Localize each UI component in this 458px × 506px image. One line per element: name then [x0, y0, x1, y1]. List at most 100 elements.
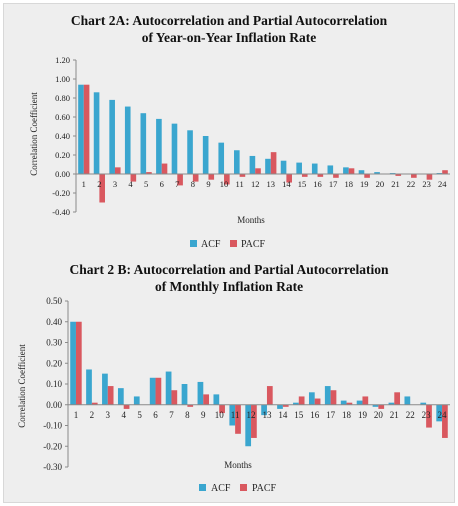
y-tick-label: -0.20 [52, 188, 70, 198]
x-tick-label: 11 [236, 179, 244, 189]
bar-acf-5 [140, 113, 147, 174]
bar-acf-24 [436, 404, 443, 422]
bar-acf-10 [213, 394, 220, 405]
bar-acf-3 [109, 99, 115, 174]
chart-panel: Chart 2A: Autocorrelation and Partial Au… [3, 3, 455, 503]
y-tick-label: 0.30 [46, 338, 62, 348]
chart-b-legend-pacf-swatch [240, 484, 247, 491]
bar-acf-21 [388, 402, 395, 405]
bar-pacf-9 [208, 174, 215, 180]
bar-pacf-1 [83, 84, 90, 174]
y-tick-label: 0.60 [55, 112, 70, 122]
x-tick-label: 9 [206, 179, 210, 189]
y-tick-label: -0.40 [52, 207, 70, 217]
chart-b-plot: 0.50 0.40 0.30 0.20 0.10 0.00 -0.10 -0.20 -0.30 1… [43, 296, 450, 472]
bar-pacf-4 [123, 404, 130, 409]
bar-acf-22 [404, 396, 411, 405]
chart-a-ylabel: Correlation Coefficient [29, 92, 39, 176]
bar-pacf-6 [155, 377, 162, 405]
x-tick-label: 5 [137, 410, 142, 420]
bar-pacf-22 [411, 174, 417, 178]
y-tick-label: -0.20 [43, 441, 62, 451]
y-tick-label: 0.80 [55, 93, 70, 103]
chart-b-legend-acf-swatch [199, 484, 206, 491]
chart-a-legend-acf-label: ACF [201, 239, 221, 250]
bar-acf-2 [86, 369, 92, 405]
x-tick-label: 1 [82, 179, 86, 189]
bar-pacf-18 [348, 168, 355, 174]
x-tick-label: 3 [106, 410, 111, 420]
x-tick-label: 21 [391, 179, 400, 189]
x-tick-label: 15 [298, 179, 307, 189]
x-tick-label: 4 [128, 179, 133, 189]
chart-a-legend: ACF PACF [190, 239, 266, 250]
y-tick-label: 0.40 [55, 131, 70, 141]
x-tick-label: 10 [215, 410, 225, 420]
x-tick-label: 8 [185, 410, 190, 420]
bar-pacf-17 [330, 390, 337, 405]
x-tick-label: 13 [267, 179, 276, 189]
x-tick-label: 8 [191, 179, 195, 189]
bar-acf-16 [308, 392, 315, 405]
chart-b-xlabel: Months [224, 460, 252, 470]
chart-a-xlabel: Months [237, 215, 265, 225]
chart-a-legend-pacf-label: PACF [241, 239, 266, 250]
bar-pacf-10 [224, 174, 230, 185]
bar-acf-10 [218, 142, 225, 174]
bar-acf-8 [181, 384, 188, 405]
x-tick-label: 19 [360, 179, 369, 189]
bar-pacf-2 [91, 402, 98, 405]
chart-a-subtitle: of Year-on-Year Inflation Rate [142, 30, 317, 45]
bar-pacf-15 [301, 174, 308, 177]
bar-acf-13 [261, 404, 267, 416]
bar-pacf-23 [426, 174, 433, 180]
y-tick-label: -0.30 [43, 462, 62, 472]
x-tick-label: 20 [376, 179, 385, 189]
y-tick-label: 1.00 [55, 74, 70, 84]
x-tick-label: 16 [310, 410, 320, 420]
bar-pacf-12 [251, 404, 257, 438]
x-tick-label: 17 [329, 179, 338, 189]
bar-acf-8 [187, 130, 193, 174]
bar-pacf-11 [235, 404, 241, 434]
x-tick-label: 15 [294, 410, 304, 420]
x-tick-label: 18 [344, 179, 353, 189]
x-tick-label: 6 [153, 410, 158, 420]
y-tick-label: 0.20 [55, 150, 70, 160]
y-tick-label: -0.10 [43, 421, 62, 431]
bar-acf-6 [149, 377, 156, 405]
bar-pacf-6 [161, 163, 168, 174]
bar-acf-19 [358, 170, 365, 174]
bar-pacf-4 [130, 174, 137, 182]
bar-pacf-10 [219, 404, 225, 414]
x-tick-label: 23 [422, 179, 431, 189]
x-tick-label: 11 [231, 410, 240, 420]
bar-acf-12 [249, 155, 256, 174]
chart-b-ylabel: Correlation Coefficient [17, 344, 27, 428]
chart-b-legend-acf-label: ACF [211, 483, 231, 494]
x-tick-label: 2 [90, 410, 95, 420]
bar-acf-23 [420, 402, 427, 405]
x-tick-label: 6 [160, 179, 164, 189]
bar-acf-9 [197, 381, 204, 405]
x-tick-label: 12 [251, 179, 260, 189]
bar-pacf-8 [187, 404, 194, 407]
y-tick-label: 0.20 [46, 358, 62, 368]
bar-pacf-16 [317, 174, 324, 177]
chart-a-legend-acf-swatch [190, 240, 197, 247]
bar-acf-11 [234, 150, 240, 174]
bar-acf-17 [324, 386, 331, 405]
x-tick-label: 24 [438, 410, 448, 420]
bar-pacf-17 [333, 174, 339, 178]
bar-acf-15 [296, 162, 302, 174]
chart-b-subtitle: of Monthly Inflation Rate [155, 279, 303, 294]
chart-b-legend: ACF PACF [199, 483, 277, 494]
x-tick-label: 2 [97, 179, 101, 189]
bar-acf-4 [124, 106, 131, 174]
bar-pacf-15 [298, 396, 305, 405]
bar-pacf-13 [266, 386, 273, 405]
x-tick-label: 24 [438, 179, 447, 189]
x-tick-label: 4 [121, 410, 126, 420]
chart-a-plot: 1.201.000.800.600.400.200.00-0.20-0.401 2… [52, 55, 450, 217]
bar-pacf-11 [239, 174, 246, 177]
